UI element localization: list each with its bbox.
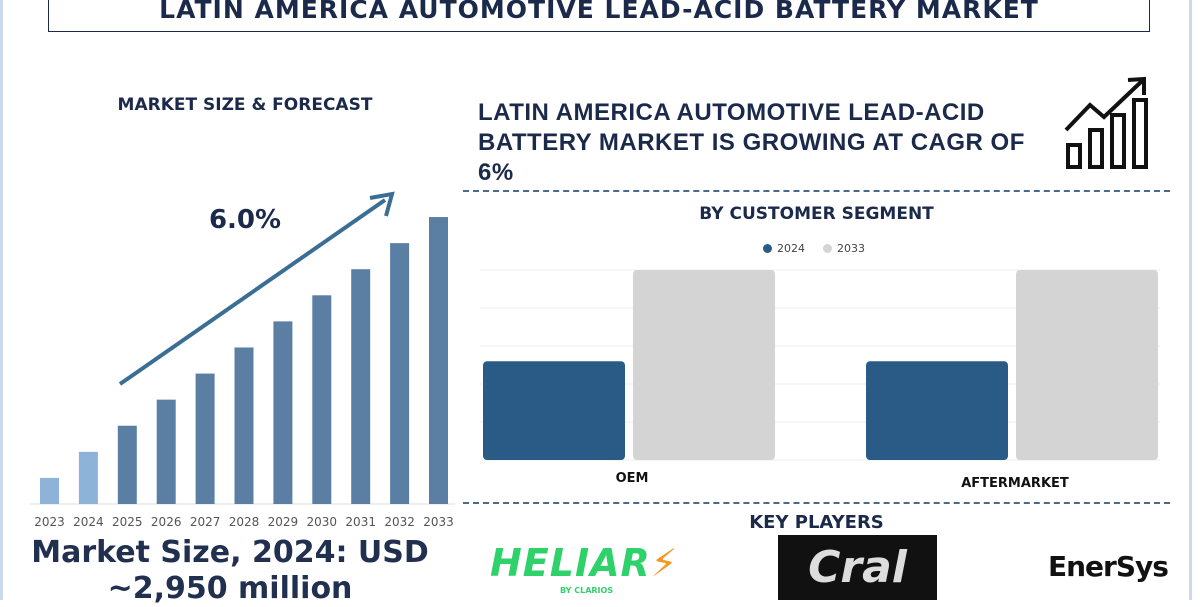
heliar-logo: HELIAR⚡ — [490, 541, 679, 585]
customer-segment-chart: OEM AFTERMARKET — [480, 269, 1160, 491]
page-title: LATIN AMERICA AUTOMOTIVE LEAD-ACID BATTE… — [48, 0, 1150, 32]
cral-logo: Cral — [778, 535, 937, 600]
bar-2023 — [40, 477, 59, 504]
divider — [463, 502, 1170, 504]
tick-label: 2027 — [190, 515, 221, 529]
key-players-heading: KEY PLAYERS — [749, 512, 884, 533]
legend-2024: 2024 — [763, 242, 805, 255]
bar-2033 — [429, 217, 448, 504]
legend-2033: 2033 — [823, 242, 865, 255]
market-size-heading: MARKET SIZE & FORECAST — [117, 95, 373, 115]
bar-2030 — [312, 295, 332, 504]
tick-label: 2024 — [73, 515, 104, 529]
heliar-sublabel: BY CLARIOS — [560, 586, 614, 595]
tick-label: 2033 — [423, 515, 454, 529]
tick-label: 2029 — [268, 515, 299, 529]
bar-2028 — [234, 347, 254, 504]
tick-label: 2026 — [151, 515, 182, 529]
tick-label: 2028 — [229, 515, 260, 529]
market-size-text: Market Size, 2024: USD ~2,950 million — [31, 535, 429, 606]
category-label: OEM — [616, 471, 649, 486]
bar-2025 — [117, 425, 137, 504]
cagr-heading: LATIN AMERICA AUTOMOTIVE LEAD-ACID BATTE… — [478, 99, 1025, 186]
bar-2024 — [78, 451, 98, 504]
bar-2026 — [156, 399, 176, 504]
bar-2031 — [351, 269, 371, 504]
trend-arrow-head — [369, 191, 395, 217]
divider — [463, 190, 1170, 192]
frame-border-right — [1189, 0, 1192, 600]
bar-2029 — [273, 321, 293, 504]
bar-oem-2033 — [633, 270, 775, 460]
cagr-annotation: 6.0% — [209, 205, 281, 235]
tick-label: 2025 — [112, 515, 143, 529]
growth-chart-icon — [1064, 76, 1148, 169]
bar-2032 — [390, 243, 410, 504]
enersys-logo: EnerSys — [1048, 550, 1169, 583]
tick-label: 2031 — [345, 515, 376, 529]
bar-2027 — [195, 373, 215, 504]
market-forecast-chart: 2023 2024 2025 2026 2027 2028 2029 2030 2031 2032… — [30, 191, 455, 529]
trend-arrow — [118, 198, 387, 386]
tick-label: 2032 — [384, 515, 415, 529]
frame-border-left — [0, 0, 3, 600]
tick-label: 2023 — [34, 515, 65, 529]
segment-heading: BY CUSTOMER SEGMENT — [699, 204, 934, 224]
chart-legend: 2024 2033 — [763, 242, 865, 255]
bar-aftermarket-2033 — [1016, 270, 1158, 460]
bar-aftermarket-2024 — [866, 361, 1008, 460]
tick-label: 2030 — [307, 515, 338, 529]
bar-oem-2024 — [483, 361, 625, 460]
category-label: AFTERMARKET — [961, 476, 1069, 491]
